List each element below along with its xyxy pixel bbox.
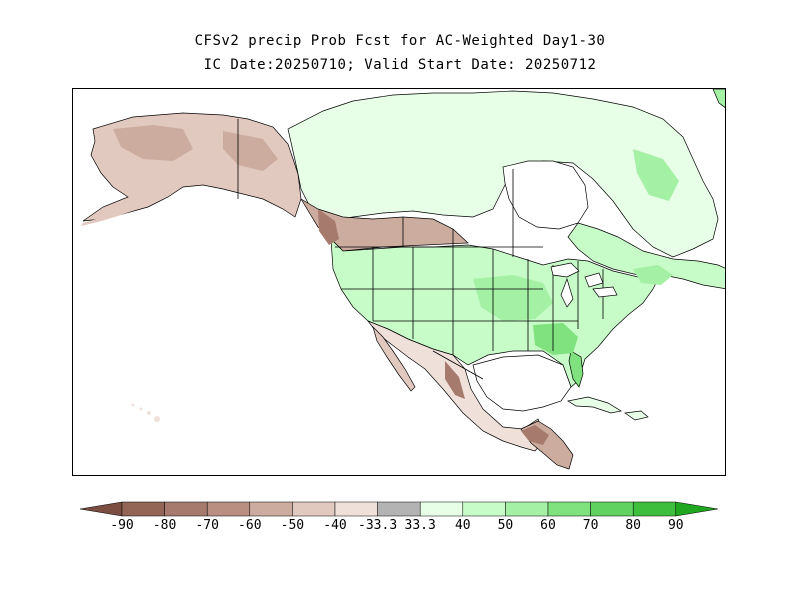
colorbar-box	[462, 501, 506, 517]
colorbar-tick-label: -70	[195, 518, 218, 533]
colorbar-tick-label: 90	[668, 518, 684, 533]
colorbar-box	[249, 501, 293, 517]
yukon-dry-core	[223, 131, 278, 171]
hawaii-islands	[131, 403, 160, 422]
greenland-edge	[712, 89, 725, 108]
probability-map	[73, 89, 725, 475]
colorbar-tick-label: -60	[238, 518, 261, 533]
colorbar-box	[292, 501, 336, 517]
colorbar-tick-label: -50	[281, 518, 304, 533]
colorbar-box	[590, 501, 634, 517]
colorbar-box	[164, 501, 208, 517]
colorbar-tick-label: -40	[323, 518, 346, 533]
eastern-canada-region	[567, 222, 725, 290]
map-title-line-1: CFSv2 precip Prob Fcst for AC-Weighted D…	[194, 33, 606, 49]
colorbar-tick-label: 60	[540, 518, 556, 533]
mexico-dry-core	[445, 361, 465, 399]
colorbar-left-arrow	[79, 501, 123, 517]
colorbar-tick-label: 40	[455, 518, 471, 533]
colorbar-box	[547, 501, 591, 517]
colorbar-right-arrow	[675, 501, 718, 517]
labrador-wet-core	[633, 149, 679, 201]
colorbar-tick-label: 33.3	[405, 518, 436, 533]
colorbar-box	[505, 501, 549, 517]
colorbar-tick-label: 50	[498, 518, 514, 533]
colorbar-box	[121, 501, 165, 517]
bc-coast-dry-core	[318, 209, 339, 245]
colorbar-box	[632, 501, 677, 517]
colorbar-box	[334, 501, 378, 517]
central-america-dry-core	[521, 425, 549, 445]
great-lakes	[550, 262, 618, 308]
baja-peninsula	[372, 325, 416, 392]
canada-north-region	[287, 90, 719, 258]
cuba-island	[567, 396, 622, 414]
colorbar-tick-label: -33.3	[358, 518, 397, 533]
aleutian-islands	[81, 207, 135, 226]
hispaniola-island	[624, 410, 649, 421]
southeast-wet-core	[533, 323, 578, 355]
colorbar-tick-label: -80	[153, 518, 176, 533]
colorbar-box	[377, 501, 421, 517]
gulf-of-mexico	[472, 354, 572, 412]
northeast-wet-core	[633, 265, 673, 285]
colorbar-tick-label: 80	[625, 518, 641, 533]
map-title-line-2: IC Date:20250710; Valid Start Date: 2025…	[203, 57, 597, 73]
state-province-boundaries	[237, 119, 604, 380]
alaska-dry-core	[113, 125, 193, 161]
colorbar-box	[419, 501, 464, 517]
colorbar-tick-label: -90	[110, 518, 133, 533]
colorbar-box	[206, 501, 251, 517]
colorbar-tick-label: 70	[583, 518, 599, 533]
map-frame	[72, 88, 726, 476]
florida-peninsula	[568, 350, 584, 388]
colorbar-legend: -90 -80 -70 -60 -50 -40 -33.3 33.3 40 50 60 70 80 90	[79, 501, 718, 533]
